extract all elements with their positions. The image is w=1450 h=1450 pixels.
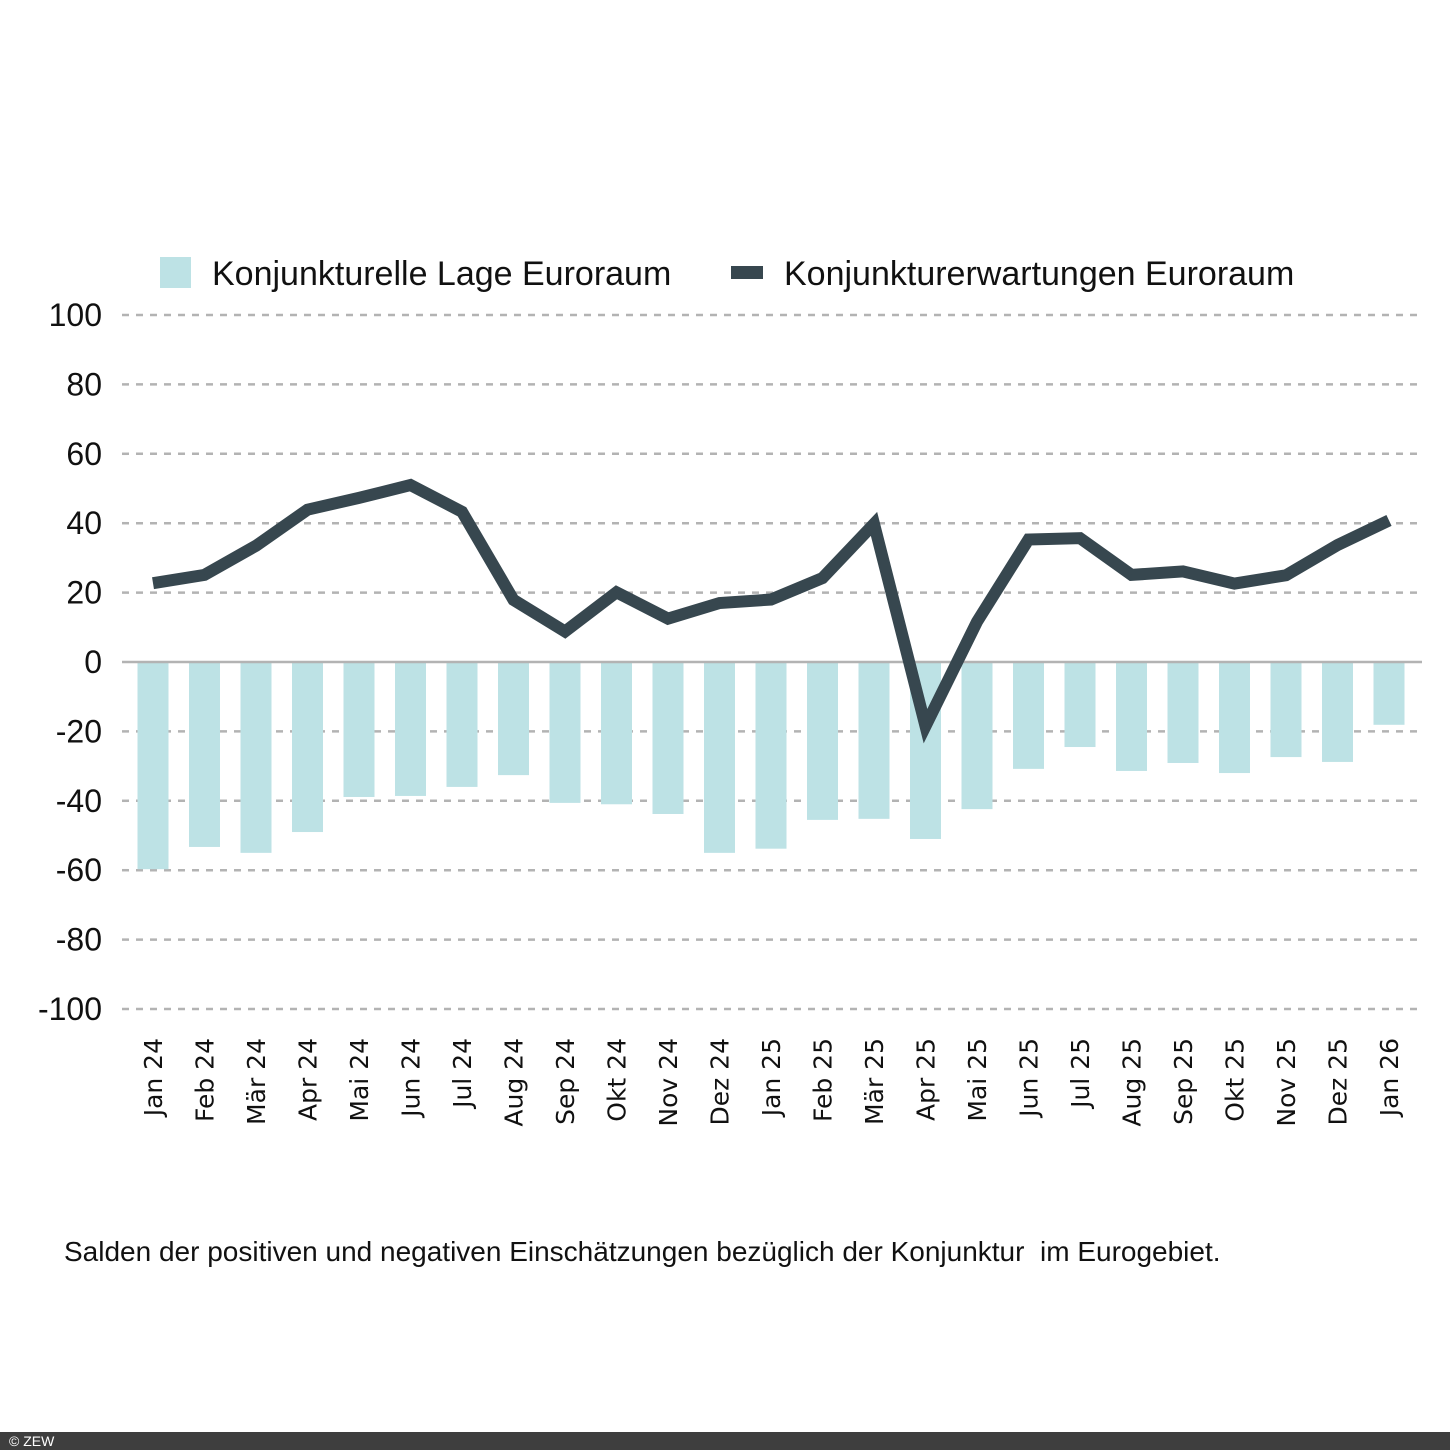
x-tick-label: Jan 26	[1375, 1038, 1404, 1118]
bar	[1322, 662, 1353, 762]
bar	[189, 662, 220, 847]
bar	[446, 662, 478, 787]
bar	[652, 662, 684, 814]
x-tick-label: Nov 25	[1272, 1038, 1301, 1127]
x-tick-label: Jan 25	[757, 1038, 786, 1118]
x-tick-label: Feb 25	[809, 1038, 838, 1122]
y-tick-label: -20	[56, 713, 102, 749]
legend-label-bars: Konjunkturelle Lage Euroraum	[212, 255, 671, 293]
x-tick-label: Okt 25	[1221, 1038, 1250, 1122]
bar	[755, 662, 787, 849]
y-tick-label: 80	[66, 366, 102, 402]
x-tick-label: Sep 24	[551, 1038, 580, 1125]
x-tick-label: Feb 24	[191, 1038, 220, 1122]
x-tick-label: Aug 25	[1118, 1038, 1147, 1127]
x-tick-label: Mär 24	[242, 1038, 271, 1125]
x-tick-label: Apr 24	[294, 1038, 323, 1121]
y-axis-ticks: 100 80 60 40 20 0 -20 -40 -60 -80 -100	[38, 297, 102, 1027]
line-series	[152, 478, 1392, 744]
x-tick-label: Jun 25	[1015, 1038, 1044, 1119]
x-tick-label: Aug 24	[500, 1038, 529, 1127]
y-tick-label: -40	[56, 783, 102, 819]
bar	[1373, 662, 1405, 725]
x-tick-label: Okt 24	[603, 1038, 632, 1122]
x-tick-label: Nov 24	[654, 1038, 683, 1127]
bar	[961, 662, 993, 810]
bar	[343, 662, 375, 797]
x-tick-label: Dez 24	[706, 1038, 735, 1126]
bar	[1167, 662, 1199, 763]
x-tick-label: Sep 25	[1169, 1038, 1198, 1125]
y-tick-label: -60	[56, 852, 102, 888]
bar	[498, 662, 529, 776]
bar	[292, 662, 323, 833]
bar	[1064, 662, 1096, 748]
bar	[858, 662, 890, 819]
x-tick-label: Apr 25	[912, 1038, 941, 1121]
bar	[601, 662, 632, 805]
y-tick-label: -80	[56, 922, 102, 958]
y-tick-label: 40	[66, 505, 102, 541]
x-tick-label: Jan 24	[139, 1038, 168, 1118]
legend-swatch-line	[731, 266, 763, 279]
legend: Konjunkturelle Lage Euroraum Konjunkture…	[160, 255, 1294, 293]
bar-series	[137, 662, 1405, 870]
legend-swatch-bars	[160, 257, 191, 288]
x-tick-label: Jul 24	[448, 1038, 477, 1110]
x-tick-label: Jul 25	[1066, 1038, 1095, 1110]
y-tick-label: -100	[38, 991, 102, 1027]
legend-label-line: Konjunkturerwartungen Euroraum	[784, 255, 1294, 293]
bar	[807, 662, 838, 820]
x-tick-label: Mai 24	[345, 1038, 374, 1122]
bar	[1116, 662, 1147, 771]
x-tick-label: Jun 24	[397, 1038, 426, 1119]
x-axis-ticks: Jan 24 Feb 24 Mär 24 Apr 24 Mai 24 Jun 24 Jul …	[139, 1038, 1404, 1127]
bar	[704, 662, 735, 853]
bar	[549, 662, 581, 803]
y-tick-label: 20	[66, 575, 102, 611]
bar	[137, 662, 169, 870]
bar	[1270, 662, 1302, 758]
copyright-text: © ZEW	[9, 1433, 55, 1449]
bar	[1219, 662, 1250, 774]
bar	[1013, 662, 1044, 769]
x-tick-label: Mai 25	[963, 1038, 992, 1122]
x-tick-label: Mär 25	[860, 1038, 889, 1125]
chart-caption: Salden der positiven und negativen Einsc…	[64, 1236, 1221, 1267]
y-tick-label: 100	[49, 297, 102, 333]
footer-bar: © ZEW	[0, 1432, 1450, 1450]
bar	[395, 662, 426, 796]
bar	[240, 662, 272, 853]
y-tick-label: 60	[66, 436, 102, 472]
x-tick-label: Dez 25	[1324, 1038, 1353, 1126]
y-tick-label: 0	[84, 644, 102, 680]
